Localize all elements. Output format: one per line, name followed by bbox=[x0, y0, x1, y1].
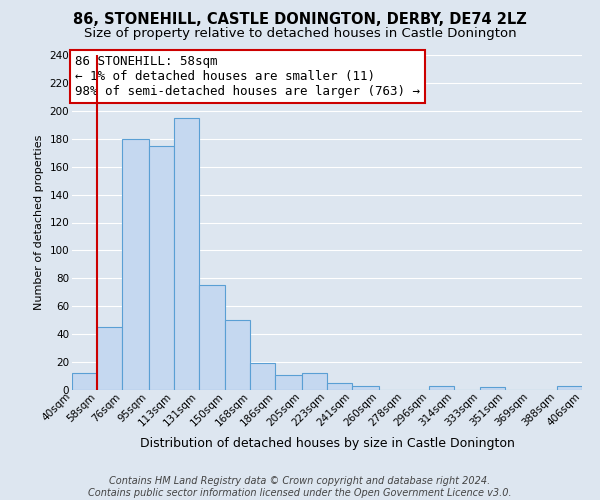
Y-axis label: Number of detached properties: Number of detached properties bbox=[34, 135, 44, 310]
Bar bbox=[199, 286, 225, 390]
Bar bbox=[122, 138, 149, 390]
Bar bbox=[429, 386, 454, 390]
Bar bbox=[225, 320, 250, 390]
Bar bbox=[275, 374, 302, 390]
Bar bbox=[557, 386, 582, 390]
Bar bbox=[327, 383, 352, 390]
Bar bbox=[149, 146, 174, 390]
Bar bbox=[97, 327, 122, 390]
Bar bbox=[352, 386, 379, 390]
Bar bbox=[302, 373, 327, 390]
Bar bbox=[250, 364, 275, 390]
Text: Contains HM Land Registry data © Crown copyright and database right 2024.
Contai: Contains HM Land Registry data © Crown c… bbox=[88, 476, 512, 498]
Bar bbox=[174, 118, 199, 390]
X-axis label: Distribution of detached houses by size in Castle Donington: Distribution of detached houses by size … bbox=[140, 436, 514, 450]
Text: 86, STONEHILL, CASTLE DONINGTON, DERBY, DE74 2LZ: 86, STONEHILL, CASTLE DONINGTON, DERBY, … bbox=[73, 12, 527, 28]
Text: Size of property relative to detached houses in Castle Donington: Size of property relative to detached ho… bbox=[83, 28, 517, 40]
Text: 86 STONEHILL: 58sqm
← 1% of detached houses are smaller (11)
98% of semi-detache: 86 STONEHILL: 58sqm ← 1% of detached hou… bbox=[74, 55, 419, 98]
Bar bbox=[480, 387, 505, 390]
Bar bbox=[72, 373, 97, 390]
